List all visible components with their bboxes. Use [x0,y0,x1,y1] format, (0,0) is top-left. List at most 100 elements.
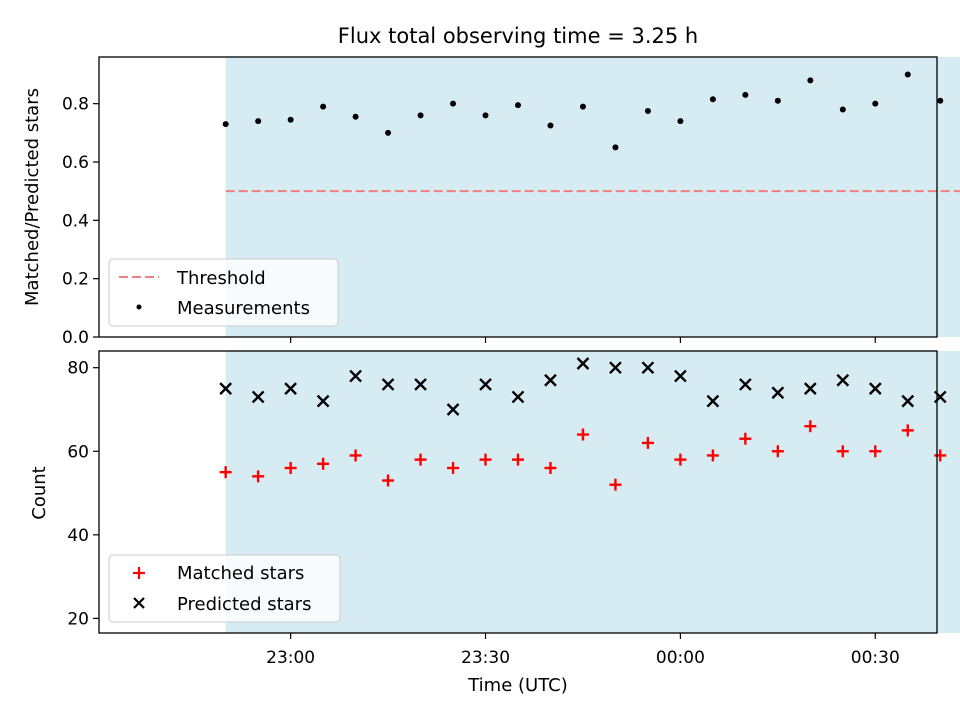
measurement-point [515,102,521,109]
matched-star-point [641,436,654,449]
predicted-star-point [381,378,395,391]
measurement-point [742,91,749,98]
matched-star-point [252,470,265,483]
legend-threshold-label: Threshold [176,268,266,289]
top-plot-frame [98,56,938,338]
matched-star-point [739,432,752,445]
measurement-point [482,112,489,119]
predicted-star-point [901,394,915,408]
top-y-axis-label: Matched/Predicted stars [22,88,43,306]
predicted-star-point [739,378,752,391]
legend-measurements-swatch [136,304,142,310]
matched-star-point [576,428,589,441]
top-observing-window [225,57,960,337]
predicted-star-point [836,373,850,387]
measurement-point [579,103,586,110]
legend-predicted-swatch [133,597,145,609]
predicted-star-point [414,378,427,391]
bottom-ytick-label: 80 [67,359,89,379]
matched-star-point [284,461,297,474]
xtick-label: 00:30 [851,648,900,668]
predicted-star-point [316,394,330,408]
predicted-star-point [771,386,785,400]
legend-matched-label: Matched stars [177,563,304,584]
matched-star-point [609,478,622,491]
top-ytick-label: 0.2 [62,270,89,290]
matched-star-point [934,449,947,462]
x-axis-label: Time (UTC) [467,675,568,696]
bottom-y-ticks: 20 40 60 80 [67,359,99,629]
xtick-label: 23:00 [266,648,315,668]
measurement-point [807,77,814,84]
bottom-legend: Matched stars Predicted stars [108,554,341,623]
legend-predicted-label: Predicted stars [177,594,311,615]
measurement-point [612,144,619,151]
predicted-star-point [349,369,362,383]
matched-star-point [804,420,817,433]
predicted-star-point [576,357,590,370]
top-legend-box [108,258,339,327]
top-panel: 0.00.20.40.60.8 Matched/Predicted stars … [22,56,960,348]
measurement-point [644,107,651,114]
xtick-label: 00:00 [656,648,705,668]
predicted-star-point [803,382,817,395]
predicted-star-point [706,394,720,408]
matched-star-point [674,453,687,466]
predicted-star-point [674,369,687,383]
legend-measurements-label: Measurements [177,298,310,319]
matched-star-point [447,461,460,474]
measurement-point [839,106,846,113]
predicted-star-point [446,403,460,416]
xtick-label: 23:30 [461,648,510,668]
predicted-star-points [219,357,947,416]
measurement-point [255,118,262,125]
predicted-star-point [641,361,655,375]
matched-star-point [544,461,557,474]
top-y-ticks: 0.0 0.2 0.4 0.6 0.8 [62,95,99,348]
matched-star-point [382,474,395,487]
chart-title: Flux total observing time = 3.25 h [338,24,698,48]
matched-star-point [512,453,524,466]
measurement-point [774,97,781,104]
measurement-point [709,96,716,103]
predicted-star-point [609,361,622,375]
matched-star-point [771,445,784,458]
matched-star-point [869,445,882,458]
matched-star-point [317,457,330,470]
matched-star-point [479,453,492,466]
legend-matched-swatch [133,567,145,579]
bottom-y-axis-label: Count [29,466,50,519]
matched-star-point [219,466,232,479]
measurement-point [320,103,327,110]
predicted-star-point [284,382,297,395]
measurement-point [287,116,294,123]
matched-star-point [901,424,914,437]
measurement-point [547,122,554,129]
predicted-star-point [479,378,492,391]
top-x-ticks [290,337,876,343]
measurement-points [222,71,944,151]
top-ytick-label: 0.0 [62,328,89,348]
bottom-ytick-label: 60 [67,442,89,462]
matched-star-point [349,449,362,462]
matched-star-point [836,445,849,458]
measurement-point [222,121,229,128]
top-ytick-label: 0.4 [62,211,89,231]
bottom-ytick-label: 20 [67,609,89,629]
predicted-star-point [251,390,265,404]
matched-star-points [219,420,947,491]
matched-star-point [706,449,719,462]
predicted-star-point [544,373,557,387]
bottom-plot-frame [98,350,938,634]
measurement-point [937,97,944,104]
measurement-point [872,100,879,107]
top-legend: Threshold Measurements [108,258,339,327]
measurement-point [385,129,392,136]
measurement-point [450,100,457,107]
bottom-observing-window [225,351,960,633]
bottom-legend-box [108,554,341,623]
predicted-star-point [511,390,525,404]
